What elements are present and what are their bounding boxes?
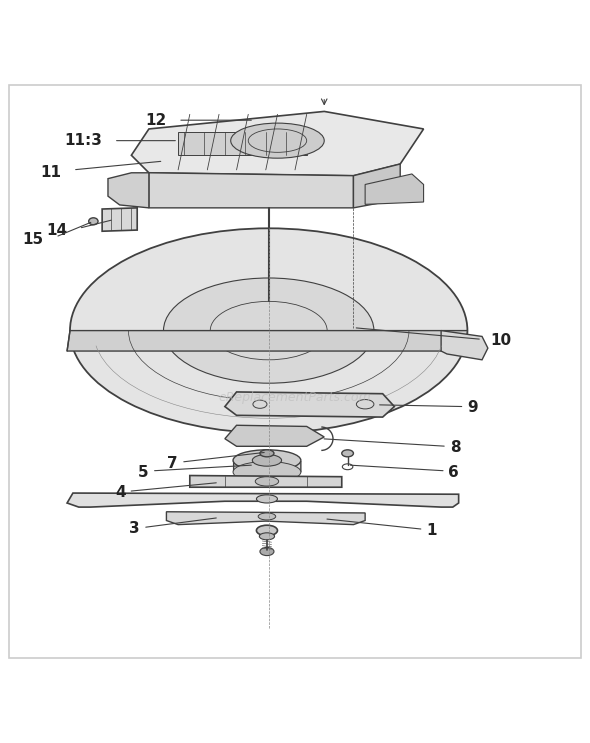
Polygon shape: [166, 512, 365, 525]
FancyBboxPatch shape: [178, 132, 307, 155]
Polygon shape: [132, 111, 424, 175]
Text: 7: 7: [168, 455, 178, 471]
Text: 6: 6: [448, 464, 459, 479]
Text: 14: 14: [46, 223, 67, 239]
Text: 3: 3: [129, 522, 140, 536]
Polygon shape: [67, 493, 458, 507]
Text: eReplacementParts.com: eReplacementParts.com: [219, 392, 371, 404]
Polygon shape: [190, 476, 342, 487]
Polygon shape: [353, 164, 400, 208]
Polygon shape: [102, 208, 137, 231]
Text: 8: 8: [450, 440, 461, 455]
Text: 4: 4: [115, 485, 126, 500]
Text: 12: 12: [145, 113, 166, 128]
Polygon shape: [149, 173, 353, 208]
Ellipse shape: [257, 525, 277, 536]
Text: 15: 15: [22, 232, 44, 247]
Polygon shape: [365, 174, 424, 204]
Text: 11: 11: [40, 165, 61, 181]
Polygon shape: [225, 425, 324, 447]
Ellipse shape: [255, 477, 278, 486]
Text: 10: 10: [491, 333, 512, 348]
Ellipse shape: [258, 513, 276, 520]
Text: 11:3: 11:3: [64, 133, 102, 148]
Ellipse shape: [260, 548, 274, 556]
Ellipse shape: [233, 450, 301, 471]
Text: 9: 9: [467, 400, 478, 415]
Ellipse shape: [348, 325, 359, 331]
Ellipse shape: [163, 278, 374, 383]
Polygon shape: [441, 331, 488, 360]
Ellipse shape: [231, 123, 324, 158]
Ellipse shape: [349, 327, 358, 332]
Polygon shape: [225, 392, 394, 417]
Text: 5: 5: [138, 464, 149, 479]
Polygon shape: [108, 173, 149, 208]
Polygon shape: [234, 461, 301, 472]
Ellipse shape: [70, 228, 467, 433]
Ellipse shape: [233, 461, 301, 482]
Ellipse shape: [257, 495, 277, 503]
Ellipse shape: [260, 533, 274, 540]
Ellipse shape: [88, 218, 98, 225]
Text: 1: 1: [427, 523, 437, 538]
Ellipse shape: [342, 450, 353, 457]
Ellipse shape: [253, 455, 281, 466]
Polygon shape: [67, 331, 467, 351]
Ellipse shape: [260, 450, 274, 457]
